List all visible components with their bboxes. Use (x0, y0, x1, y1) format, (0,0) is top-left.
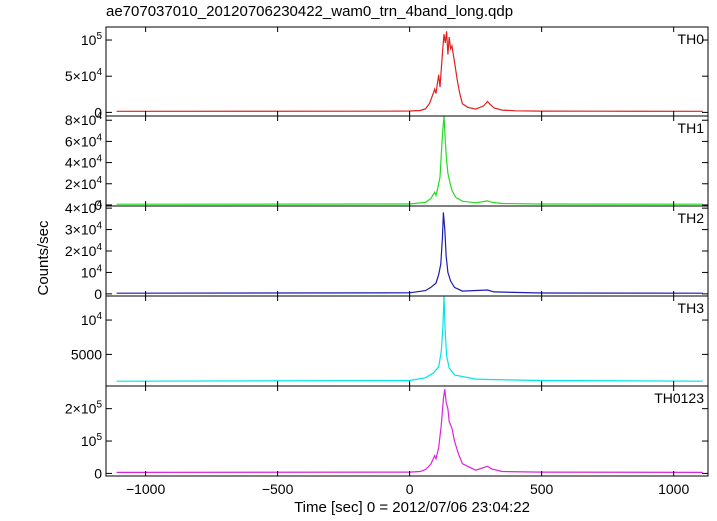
panel-label: TH0 (678, 31, 705, 47)
series-line-th1 (116, 115, 703, 205)
series-line-th2 (116, 212, 703, 294)
x-axis-label: Time [sec] 0 = 2012/07/06 23:04:22 (294, 499, 530, 516)
chart-title: ae707037010_20120706230422_wam0_trn_4ban… (106, 3, 513, 20)
y-axis-label: Counts/sec (35, 220, 52, 296)
panel-th1: 0 2×104 4×104 6×104 8×104 TH1 (65, 111, 709, 213)
x-tick-label: −500 (262, 481, 294, 497)
y-tick-label: 0 (94, 465, 102, 481)
x-tick-label: 1000 (658, 481, 689, 497)
y-tick-label: 5×104 (65, 67, 103, 84)
y-tick-label: 3×104 (65, 221, 103, 238)
panel-frame (105, 115, 709, 207)
y-tick-label: 6×104 (65, 132, 103, 149)
y-tick-label: 5000 (71, 346, 102, 362)
y-tick-label: 105 (81, 31, 103, 48)
panel-th0123: 0 105 2×105 TH0123 (65, 385, 709, 481)
panel-th2: 0 104 2×104 3×104 4×104 TH2 (65, 199, 709, 302)
y-tick-label: 2×104 (65, 242, 103, 259)
panel-frame (105, 385, 709, 477)
panel-label: TH2 (678, 210, 705, 226)
x-tick-label: −1000 (126, 481, 166, 497)
panel-label: TH1 (678, 120, 705, 136)
x-tick-label: 500 (530, 481, 554, 497)
series-line-th0 (116, 31, 703, 112)
panel-th3: 5000 104 TH3 (71, 295, 709, 387)
y-tick-label: 105 (81, 432, 103, 449)
panel-label: TH3 (678, 300, 705, 316)
series-line-th3 (116, 295, 703, 382)
y-tick-label: 104 (81, 311, 103, 328)
y-tick-label: 0 (94, 104, 102, 120)
panel-frame (105, 295, 709, 387)
panels: 0 5×104 105 TH0 0 2×104 4×104 6×104 8×104 TH1 0 104… (65, 26, 709, 481)
y-tick-label: 4×104 (65, 154, 103, 171)
y-tick-label: 8×104 (65, 111, 103, 128)
panel-label: TH0123 (654, 390, 704, 406)
y-tick-label: 0 (94, 286, 102, 302)
x-tick-label: 0 (406, 481, 414, 497)
series-line-th0123 (116, 389, 703, 473)
y-tick-label: 0 (94, 197, 102, 213)
x-axis: −1000 −500 0 500 1000 (126, 481, 690, 497)
y-tick-label: 2×104 (65, 175, 103, 192)
y-tick-label: 4×104 (65, 199, 103, 216)
y-tick-label: 104 (81, 263, 103, 280)
panel-th0: 0 5×104 105 TH0 (65, 26, 709, 120)
y-tick-label: 2×105 (65, 400, 103, 417)
panel-frame (105, 26, 709, 117)
panel-frame (105, 205, 709, 297)
